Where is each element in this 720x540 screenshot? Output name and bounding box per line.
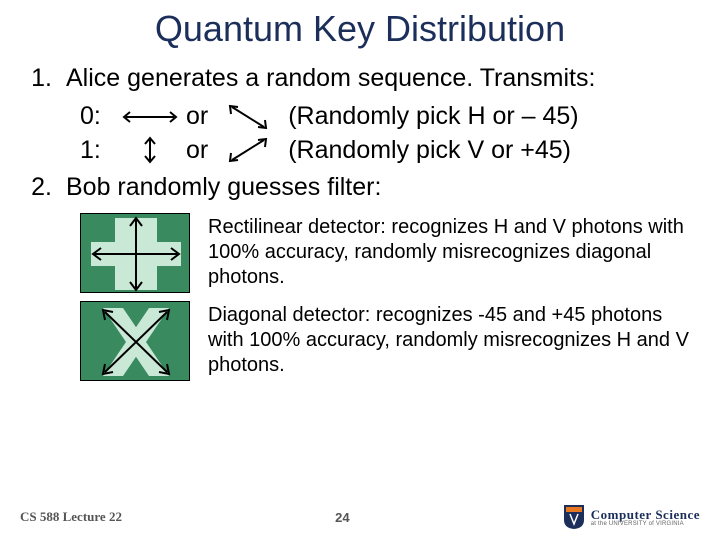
- detector-diagonal: Diagonal detector: recognizes -45 and +4…: [80, 301, 700, 381]
- uva-shield-icon: [563, 504, 585, 530]
- logo-sub-text: at the UNIVERSITY of VIRGINIA: [591, 521, 700, 527]
- diagonal-detector-icon: [80, 301, 190, 381]
- encoding-row-0: 0: or (Randomly pick H or – 45): [80, 100, 700, 134]
- diag-neg45-arrow-icon: [218, 103, 278, 131]
- slide-title: Quantum Key Distribution: [0, 0, 720, 62]
- or-text: or: [186, 134, 208, 168]
- detector-rectilinear: Rectilinear detector: recognizes H and V…: [80, 213, 700, 293]
- diagonal-description: Diagonal detector: recognizes -45 and +4…: [190, 301, 700, 378]
- list-number: 1.: [20, 62, 66, 96]
- bit-label-1: 1:: [80, 134, 120, 168]
- encoding-row-1: 1: or (Randomly pick V or +45): [80, 134, 700, 168]
- list-text: Alice generates a random sequence. Trans…: [66, 62, 700, 96]
- footer-logo: Computer Science at the UNIVERSITY of VI…: [563, 504, 700, 530]
- paren-text-1: (Randomly pick V or +45): [288, 134, 571, 168]
- slide-footer: CS 588 Lecture 22 24 Computer Science at…: [0, 504, 720, 530]
- list-item-1: 1. Alice generates a random sequence. Tr…: [20, 62, 700, 96]
- rectilinear-detector-icon: [80, 213, 190, 293]
- rectilinear-description: Rectilinear detector: recognizes H and V…: [190, 213, 700, 290]
- bit-label-0: 0:: [80, 100, 120, 134]
- logo-main-text: Computer Science: [591, 508, 700, 521]
- list-number: 2.: [20, 171, 66, 205]
- paren-text-0: (Randomly pick H or – 45): [288, 100, 578, 134]
- footer-lecture-label: CS 588 Lecture 22: [20, 509, 122, 525]
- horizontal-arrow-icon: [120, 103, 180, 131]
- vertical-arrow-icon: [120, 136, 180, 164]
- logo-text: Computer Science at the UNIVERSITY of VI…: [591, 508, 700, 527]
- diag-pos45-arrow-icon: [218, 136, 278, 164]
- footer-page-number: 24: [335, 510, 349, 525]
- content-area: 1. Alice generates a random sequence. Tr…: [0, 62, 720, 381]
- list-item-2: 2. Bob randomly guesses filter:: [20, 171, 700, 205]
- list-text: Bob randomly guesses filter:: [66, 171, 700, 205]
- or-text: or: [186, 100, 208, 134]
